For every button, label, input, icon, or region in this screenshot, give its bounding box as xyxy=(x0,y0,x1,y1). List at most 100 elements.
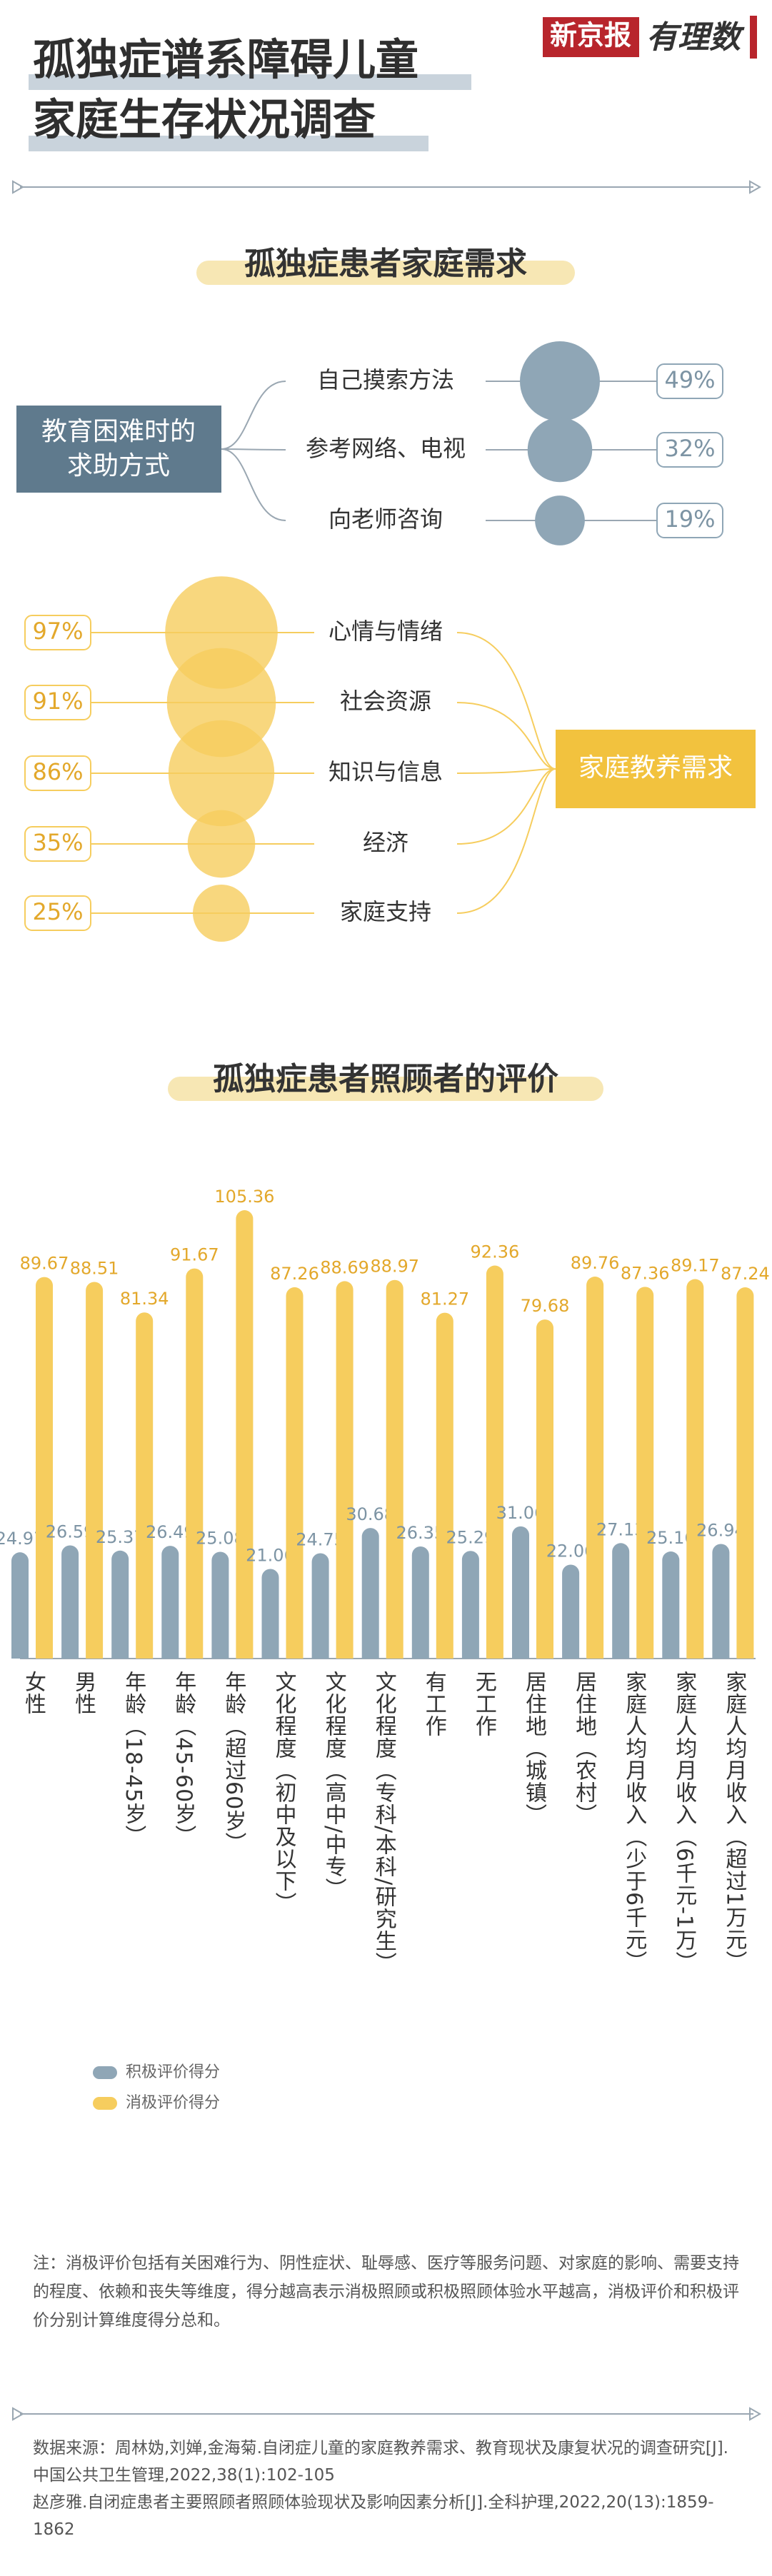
value-box xyxy=(656,432,723,468)
value-label: 32% xyxy=(664,435,715,462)
value-label: 25% xyxy=(32,898,83,925)
value-label: 35% xyxy=(32,829,83,856)
legend-swatch xyxy=(93,2066,117,2079)
value-label: 49% xyxy=(664,366,715,393)
x-tick-label: 家庭人均月收入（6千元-1万） xyxy=(671,1671,697,1973)
legend-label: 消极评价得分 xyxy=(126,2094,220,2112)
data-label: 89.67 xyxy=(20,1254,69,1274)
connector xyxy=(221,381,286,450)
x-tick-label: 有工作 xyxy=(421,1671,446,1737)
bar xyxy=(161,1546,179,1659)
title-line: 孤独症谱系障碍儿童 xyxy=(33,36,418,86)
x-tick-label: 无工作 xyxy=(471,1671,496,1737)
bar xyxy=(486,1265,503,1659)
data-label: 79.68 xyxy=(521,1296,570,1316)
bar xyxy=(261,1569,279,1659)
data-label: 91.67 xyxy=(170,1245,219,1265)
x-tick-label: 居住地（城镇） xyxy=(521,1671,546,1826)
category-label: 心情与情绪 xyxy=(329,618,443,645)
value-box xyxy=(24,895,91,931)
bar xyxy=(136,1312,154,1659)
value-label: 86% xyxy=(32,758,83,785)
bubble xyxy=(527,417,593,483)
connector xyxy=(456,768,556,774)
data-label: 89.17 xyxy=(671,1256,720,1276)
value-label: 91% xyxy=(32,688,83,715)
source: 赵彦雅.自闭症患者主要照顾者照顾体验现状及影响因素分析[J].全科护理,2022… xyxy=(33,2493,714,2539)
note: 注：消极评价包括有关困难行为、阴性症状、耻辱感、医疗等服务问题、对家庭的影响、需… xyxy=(33,2254,739,2330)
bar xyxy=(712,1544,730,1659)
bar xyxy=(361,1528,379,1659)
bubble xyxy=(520,341,600,421)
section-title: 孤独症患者家庭需求 xyxy=(244,246,527,282)
group-box xyxy=(556,730,756,808)
x-tick-label: 文化程度（初中及以下） xyxy=(271,1671,296,1914)
title-highlight xyxy=(29,74,471,90)
category-label: 自己摸索方法 xyxy=(317,366,454,393)
bar xyxy=(211,1551,229,1659)
bar xyxy=(311,1553,329,1659)
group-box xyxy=(16,406,221,493)
value-box xyxy=(656,503,723,538)
x-tick-label: 家庭人均月收入（少于6千元） xyxy=(621,1671,647,1973)
bar xyxy=(386,1279,403,1659)
bubble xyxy=(535,495,585,545)
brand: 新京报 xyxy=(550,19,631,51)
connector xyxy=(456,702,556,770)
x-tick-label: 文化程度（高中/中专） xyxy=(321,1671,346,1901)
data-label: 87.26 xyxy=(270,1264,319,1284)
data-label: 88.51 xyxy=(70,1258,119,1278)
bar xyxy=(61,1545,79,1659)
group-label: 家庭教养需求 xyxy=(578,753,733,783)
x-tick-label: 文化程度（专科/本科/研究生） xyxy=(371,1671,396,1975)
legend-swatch xyxy=(93,2097,117,2110)
bar xyxy=(336,1281,354,1659)
x-tick-label: 年龄（超过60岁） xyxy=(221,1671,246,1855)
bar xyxy=(286,1287,304,1659)
data-label: 88.97 xyxy=(370,1257,419,1277)
sources: 数据来源：周林妫,刘婵,金海菊.自闭症儿童的家庭教养需求、教育现状及康复状况的调… xyxy=(33,2435,743,2543)
data-label: 89.76 xyxy=(571,1253,620,1273)
value-box xyxy=(24,755,91,791)
bar xyxy=(236,1210,254,1659)
bar xyxy=(411,1546,429,1659)
data-label: 88.69 xyxy=(320,1257,369,1277)
bar xyxy=(512,1526,529,1659)
title-line: 家庭生存状况调查 xyxy=(33,96,376,146)
bar xyxy=(636,1287,654,1659)
bar xyxy=(111,1550,129,1659)
x-tick-label: 居住地（农村） xyxy=(571,1671,597,1826)
category-label: 家庭支持 xyxy=(340,898,431,925)
column-name: 有理数 xyxy=(646,19,745,56)
group-label: 求助方式 xyxy=(67,451,170,481)
group-label: 教育困难时的 xyxy=(41,417,196,446)
category-label: 经济 xyxy=(363,829,408,856)
bar xyxy=(562,1564,580,1659)
bar xyxy=(86,1282,104,1659)
bar xyxy=(586,1277,604,1659)
data-label: 87.24 xyxy=(721,1264,770,1284)
data-label: 81.34 xyxy=(120,1289,169,1309)
connector xyxy=(221,448,286,521)
value-label: 19% xyxy=(664,505,715,533)
source: 数据来源：周林妫,刘婵,金海菊.自闭症儿童的家庭教养需求、教育现状及康复状况的调… xyxy=(33,2439,728,2485)
divider-arrow xyxy=(749,180,762,194)
data-label: 105.36 xyxy=(214,1187,274,1207)
connector xyxy=(456,768,556,914)
brand-accent xyxy=(750,16,757,59)
value-box xyxy=(24,615,91,650)
divider-arrow xyxy=(749,2407,762,2421)
divider-arrow xyxy=(12,2407,25,2421)
x-tick-label: 年龄（18-45岁） xyxy=(121,1671,146,1848)
category-label: 参考网络、电视 xyxy=(306,435,466,462)
bar xyxy=(536,1319,553,1659)
value-box xyxy=(24,826,91,862)
bar xyxy=(436,1312,453,1659)
section-highlight xyxy=(196,261,575,285)
section-highlight xyxy=(168,1077,603,1101)
section-title: 孤独症患者照顾者的评价 xyxy=(213,1061,558,1097)
x-tick-label: 女性 xyxy=(21,1671,46,1715)
